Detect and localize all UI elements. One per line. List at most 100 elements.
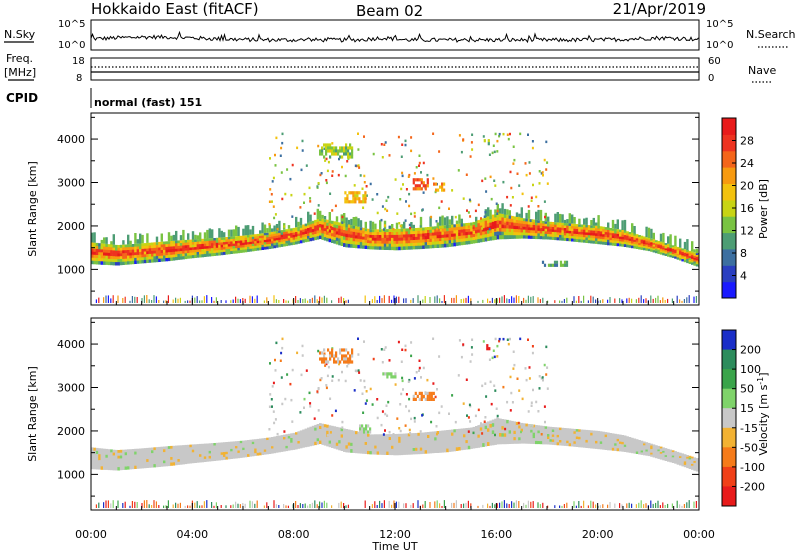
velocity-cell	[146, 465, 149, 468]
power-patch-cell	[333, 146, 335, 149]
power-patch-cell	[564, 264, 566, 267]
velocity-cell	[264, 452, 267, 455]
velocity-cell	[480, 427, 483, 431]
power-cell	[513, 229, 516, 233]
velocity-cell	[612, 448, 615, 451]
power-scatter-point	[326, 182, 328, 185]
velocity-cell	[261, 452, 264, 455]
velocity-cell	[319, 441, 322, 444]
power-scatter-point	[341, 216, 343, 219]
velocity-clutter	[439, 503, 440, 508]
power-scatter-point	[321, 172, 323, 175]
velocity-clutter	[283, 504, 284, 508]
power-cell	[468, 232, 471, 236]
power-scatter-point	[436, 228, 438, 231]
velocity-clutter	[377, 505, 378, 508]
velocity-cell	[389, 449, 392, 452]
power-patch-cell	[415, 184, 417, 187]
velocity-cell	[273, 448, 276, 451]
power-fringe	[105, 237, 107, 244]
velocity-cell	[451, 433, 454, 437]
power-scatter-point	[509, 133, 511, 136]
power-cell	[417, 243, 420, 247]
velocity-cell	[461, 441, 464, 445]
velocity-cell	[389, 437, 392, 440]
velocity-cell	[110, 455, 113, 458]
power-cell	[348, 241, 351, 245]
power-cell	[571, 239, 574, 242]
velocity-patch-cell	[488, 347, 490, 350]
velocity-cell	[463, 428, 466, 432]
y-tick-label: 1000	[57, 468, 85, 481]
power-patch-cell	[356, 194, 358, 197]
velocity-cell	[480, 444, 483, 448]
power-clutter	[413, 298, 414, 303]
power-cell	[405, 246, 408, 250]
power-patch-cell	[341, 149, 343, 152]
velocity-clutter	[389, 501, 390, 508]
velocity-clutter	[677, 501, 678, 508]
velocity-scatter-point	[414, 417, 416, 420]
power-fringe	[571, 215, 573, 224]
power-clutter	[221, 300, 222, 303]
power-cell	[283, 232, 286, 235]
velocity-cell	[458, 435, 461, 439]
velocity-cell	[98, 466, 101, 470]
velocity-patch-cell	[386, 375, 388, 378]
velocity-cell	[348, 433, 351, 437]
velocity-cell	[225, 449, 228, 452]
power-cell	[384, 232, 387, 235]
power-cell	[396, 247, 399, 251]
power-clutter	[559, 301, 560, 304]
velocity-cell	[417, 451, 420, 455]
velocity-cell	[458, 438, 461, 442]
power-cell	[473, 231, 476, 235]
velocity-scatter-point	[316, 390, 318, 393]
velocity-scatter-point	[327, 434, 329, 437]
velocity-clutter	[177, 504, 178, 508]
velocity-clutter	[110, 503, 111, 508]
power-cell	[269, 246, 272, 249]
power-cell	[521, 218, 524, 221]
velocity-cell	[391, 446, 394, 449]
power-cell	[470, 240, 473, 244]
velocity-patch-cell	[429, 398, 431, 401]
power-cell	[98, 261, 101, 265]
power-cell	[427, 242, 430, 246]
velocity-cell	[482, 443, 485, 447]
power-clutter	[679, 299, 680, 303]
power-cell	[204, 254, 207, 257]
velocity-cell	[290, 438, 293, 441]
power-clutter	[513, 298, 514, 303]
power-cell	[509, 222, 512, 226]
velocity-cell	[499, 419, 502, 423]
power-cell	[434, 232, 437, 236]
velocity-cell	[408, 448, 411, 452]
velocity-cell	[398, 452, 401, 456]
power-cell	[290, 242, 293, 245]
power-scatter-point	[275, 164, 277, 167]
power-cell	[427, 239, 430, 243]
power-fringe	[597, 215, 599, 226]
power-clutter	[245, 299, 246, 303]
velocity-cell	[117, 459, 120, 462]
velocity-scatter-point	[302, 354, 304, 357]
power-cell	[494, 217, 497, 221]
power-cell	[401, 232, 404, 236]
velocity-clutter	[665, 505, 666, 508]
velocity-patch-cell	[365, 424, 367, 427]
power-cell	[237, 250, 240, 253]
velocity-cell	[633, 451, 636, 454]
velocity-clutter	[211, 502, 212, 508]
power-fringe	[621, 220, 623, 230]
velocity-cell	[120, 450, 123, 453]
power-scatter-point	[414, 215, 416, 218]
power-cell	[324, 222, 327, 226]
power-patch-cell	[419, 178, 421, 181]
velocity-cell	[475, 441, 478, 445]
power-cell	[96, 255, 99, 259]
power-cell	[377, 246, 380, 249]
power-cell	[93, 252, 96, 256]
power-scatter-point	[319, 228, 321, 231]
power-fringe	[233, 229, 235, 236]
